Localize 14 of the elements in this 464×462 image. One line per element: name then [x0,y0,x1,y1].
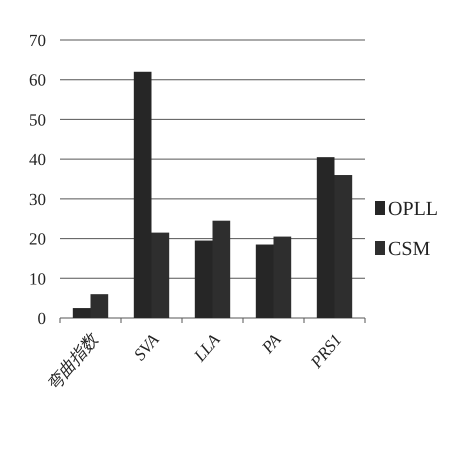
legend-label: OPLL [388,198,438,220]
y-tick-label: 10 [29,269,46,288]
legend-label: CSM [388,238,430,260]
y-tick-label: 50 [29,110,46,130]
x-tick-label: SVA [130,330,163,364]
x-tick-label: PA [257,330,285,358]
x-tick-label: 弯曲指数 [43,328,103,395]
y-tick-label: 60 [29,70,46,90]
y-tick-label: 0 [38,309,46,328]
x-tick-label: LLA [190,330,224,366]
y-tick-label: 40 [29,150,46,170]
y-tick-label: 30 [29,190,46,209]
y-tick-label: 20 [29,230,46,249]
y-tick-label: 70 [29,31,46,50]
